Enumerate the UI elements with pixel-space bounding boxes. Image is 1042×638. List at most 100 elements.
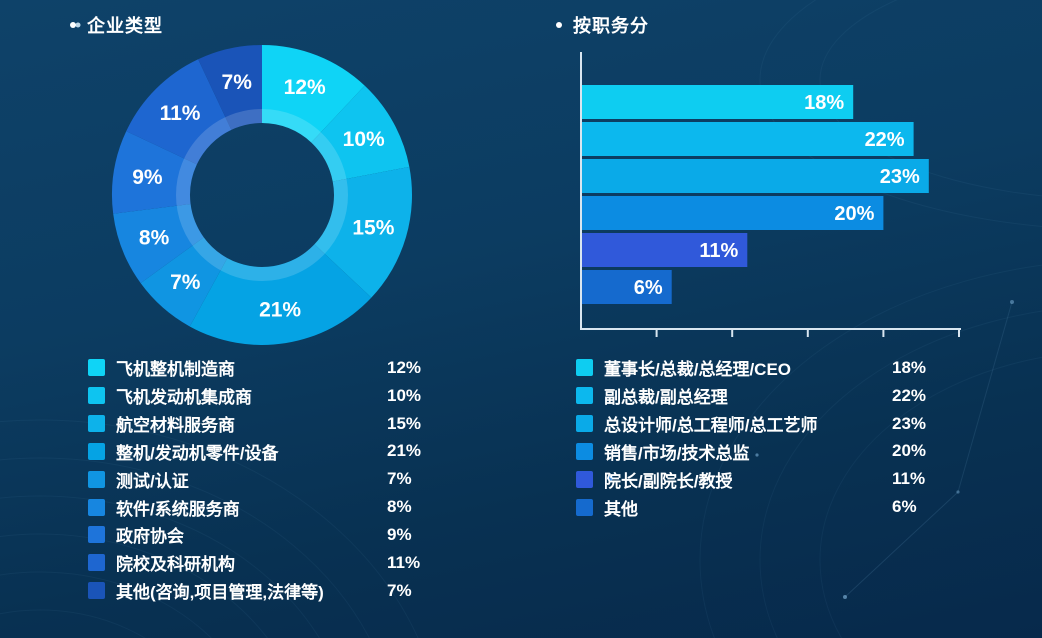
donut-slice [314,166,412,298]
bar [581,196,884,230]
legend-row: 整机/发动机零件/设备 21% [88,438,438,466]
axis-lines [580,52,961,330]
legend-label: 飞机整机制造商 [116,360,235,380]
legend-value: 22% [892,385,927,405]
horizontal-bar-chart: 18% 22% 23% 20% 11% 6% [580,52,961,337]
legend-swatch-icon [576,442,593,460]
donut-slice [126,59,232,165]
donut-slice-label: 21% [259,299,301,322]
legend-row: 总设计师/总工程师/总工艺师 23% [576,410,956,438]
bar-value-label: 6% [634,277,663,299]
legend-row: 副总裁/副总经理 22% [576,382,956,410]
legend-label: 其他 [604,499,638,519]
donut-slice-label: 15% [352,216,394,239]
donut-slice [189,244,372,346]
bar [581,270,672,304]
donut-slice-label: 7% [222,71,253,94]
donut-slice-label: 10% [343,128,385,151]
legend-value: 8% [387,497,412,517]
bar [581,159,929,193]
legend-swatch-icon [88,359,105,377]
bar-chart-title: 按职务分 [556,12,649,38]
legend-value: 21% [387,441,422,461]
legend-row: 董事长/总裁/总经理/CEO 18% [576,354,956,382]
bullet-icon [556,22,562,28]
legend-row: 销售/市场/技术总监 20% [576,438,956,466]
legend-row: 飞机整机制造商 12% [88,354,438,382]
legend-value: 23% [892,413,927,433]
legend-value: 11% [387,552,421,572]
legend-label: 其他(咨询,项目管理,法律等) [116,583,324,603]
bar [581,85,854,119]
legend-swatch-icon [88,582,105,600]
legend-value: 10% [387,385,422,405]
donut-chart: 12%10%15%21%7%8%9%11%7% [111,45,412,346]
legend-swatch-icon [88,442,105,460]
legend-swatch-icon [576,470,593,488]
bar-value-label: 22% [865,129,905,151]
bar [581,122,914,156]
legend-label: 测试/认证 [116,471,189,491]
legend-value: 6% [892,497,917,517]
legend-swatch-icon [576,359,593,377]
donut-slice-label: 11% [160,102,201,125]
legend-swatch-icon [88,387,105,405]
legend-value: 15% [387,413,422,433]
legend-row: 飞机发动机集成商 10% [88,382,438,410]
legend-row: 航空材料服务商 15% [88,410,438,438]
legend-label: 飞机发动机集成商 [116,388,252,408]
legend-swatch-icon [88,554,105,572]
legend-row: 政府协会 9% [88,521,438,549]
donut-inner-highlight [176,109,348,281]
legend-row: 院校及科研机构 11% [88,549,438,577]
legend-value: 7% [387,580,412,600]
legend-label: 销售/市场/技术总监 [604,443,750,463]
legend-row: 院长/副院长/教授 11% [576,465,956,493]
legend-value: 7% [387,469,412,489]
donut-slice [198,45,262,130]
legend-swatch-icon [88,470,105,488]
donut-slice-label: 9% [132,166,163,189]
legend-row: 测试/认证 7% [88,465,438,493]
legend-value: 9% [387,524,412,544]
legend-value: 12% [387,357,422,377]
donut-slice [262,45,365,143]
bar-value-label: 18% [804,92,844,114]
bar-value-label: 23% [880,166,920,188]
pie-chart-title: 企业类型 [70,12,163,38]
legend-value: 11% [892,469,926,489]
bar-value-label: 20% [834,203,874,225]
pie-legend: 飞机整机制造商 12% 飞机发动机集成商 10% 航空材料服务商 15% 整机/发动机零件/… [88,354,438,605]
bar [581,233,748,267]
legend-label: 院校及科研机构 [116,555,235,575]
legend-row: 其他(咨询,项目管理,法律等) 7% [88,577,438,605]
legend-label: 总设计师/总工程师/总工艺师 [604,416,818,436]
legend-swatch-icon [576,415,593,433]
pie-chart-title-text: 企业类型 [87,16,163,36]
bar-chart-title-text: 按职务分 [573,16,649,36]
bar-value-label: 11% [699,240,738,262]
donut-slice [111,131,197,214]
legend-swatch-icon [88,498,105,516]
donut-slice [113,204,204,284]
legend-label: 政府协会 [116,527,184,547]
legend-label: 软件/系统服务商 [116,499,240,519]
legend-swatch-icon [88,415,105,433]
bullet-icon [70,22,76,28]
donut-slice-label: 7% [170,271,201,294]
donut-slice-label: 8% [139,227,170,250]
legend-label: 董事长/总裁/总经理/CEO [604,360,792,380]
donut-slice [311,85,410,182]
donut-slice [140,237,228,327]
donut-slice-label: 12% [284,76,326,99]
legend-swatch-icon [576,498,593,516]
legend-swatch-icon [576,387,593,405]
legend-value: 18% [892,357,927,377]
legend-row: 软件/系统服务商 8% [88,493,438,521]
legend-label: 航空材料服务商 [116,416,235,436]
legend-label: 副总裁/副总经理 [604,388,728,408]
legend-label: 整机/发动机零件/设备 [116,443,279,463]
legend-swatch-icon [88,526,105,544]
legend-label: 院长/副院长/教授 [604,471,733,491]
